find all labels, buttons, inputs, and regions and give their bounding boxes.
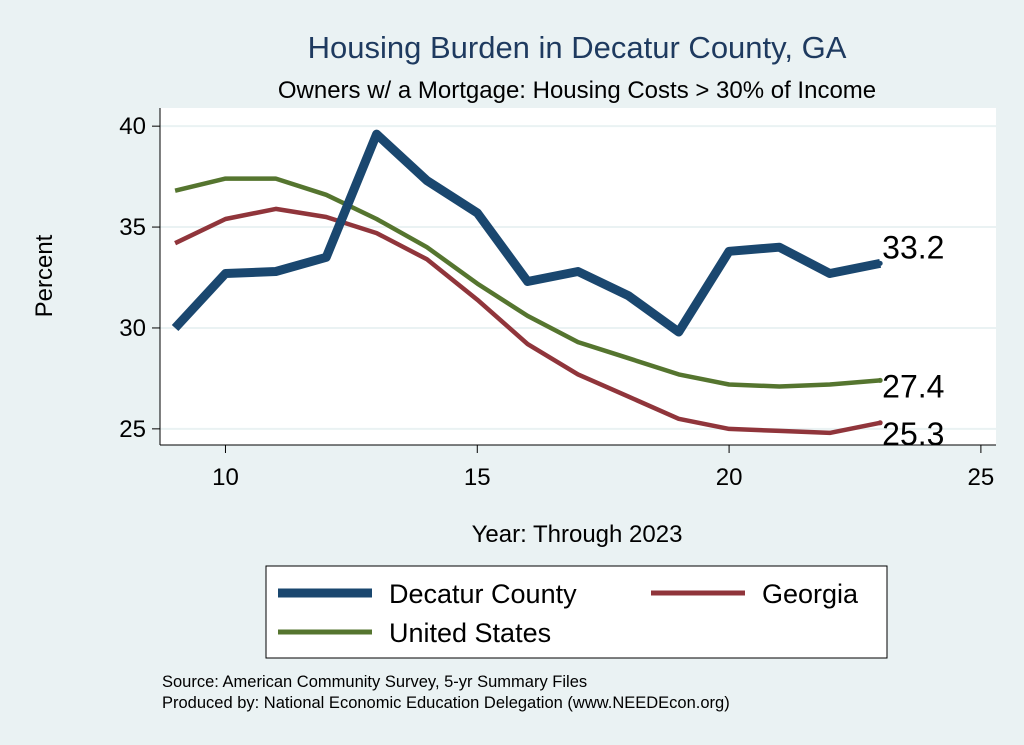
- y-tick-label-35: 35: [119, 214, 146, 241]
- x-axis-title: Year: Through 2023: [472, 521, 683, 548]
- source-note: Source: American Community Survey, 5-yr …: [162, 673, 587, 691]
- series-layer: [171, 129, 883, 436]
- x-tick-label-25: 25: [968, 464, 995, 491]
- end-label-decatur-county: 33.2: [882, 229, 944, 265]
- y-tick-label-30: 30: [119, 315, 146, 342]
- chart-subtitle: Owners w/ a Mortgage: Housing Costs > 30…: [278, 77, 876, 104]
- y-axis-title: Percent: [31, 234, 58, 317]
- legend: Decatur County Georgia United States: [265, 565, 888, 659]
- produced-by-note: Produced by: National Economic Education…: [162, 694, 730, 712]
- y-tick-label-40: 40: [119, 113, 146, 140]
- series-line-united-states: [174, 176, 881, 389]
- end-label-georgia: 25.3: [882, 416, 944, 452]
- legend-box: [265, 565, 888, 659]
- y-tick-label-25: 25: [119, 416, 146, 443]
- chart-title: Housing Burden in Decatur County, GA: [308, 30, 847, 65]
- plot-area: [160, 108, 996, 445]
- end-point-united-states: [877, 377, 883, 383]
- end-point-georgia: [877, 420, 883, 426]
- legend-label-georgia: Georgia: [762, 579, 859, 609]
- series-line-georgia: [174, 206, 881, 436]
- x-tick-label-15: 15: [464, 464, 491, 491]
- axes: 25 30 35 40 10 15 20 25: [119, 108, 996, 491]
- legend-label-decatur: Decatur County: [389, 579, 577, 609]
- end-labels: 33.2 25.3 27.4: [882, 229, 944, 451]
- series-line-decatur-county: [171, 129, 882, 337]
- x-tick-label-10: 10: [212, 464, 239, 491]
- end-point-decatur-county: [877, 260, 883, 266]
- x-tick-label-20: 20: [716, 464, 743, 491]
- legend-label-us: United States: [389, 618, 551, 648]
- end-label-united-states: 27.4: [882, 368, 944, 404]
